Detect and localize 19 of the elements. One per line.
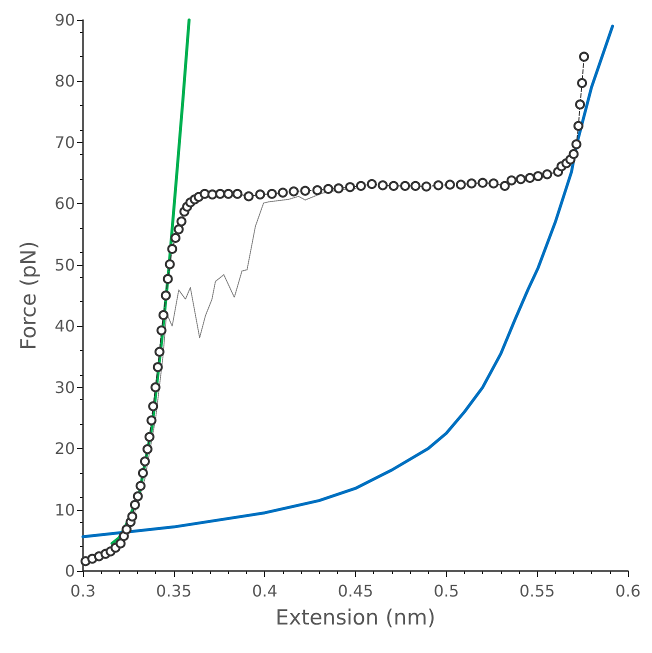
x-tick-label: 0.55 (519, 582, 555, 600)
y-tick-label: 40 (54, 316, 75, 336)
y-tick-label: 70 (54, 132, 75, 152)
y-tick-label: 90 (54, 10, 75, 30)
y-tick-label: 60 (54, 194, 75, 214)
x-tick-label: 0.5 (434, 582, 460, 600)
y-tick-label: 10 (54, 500, 75, 520)
x-tick-label: 0.6 (615, 582, 641, 600)
x-tick-label: 0.4 (252, 582, 278, 600)
y-tick-label: 20 (54, 439, 75, 458)
x-tick-label: 0.35 (156, 582, 192, 600)
y-tick-label: 0 (64, 562, 75, 580)
y-tick-label: 80 (54, 72, 75, 91)
x-axis-title: Extension (nm) (276, 606, 436, 630)
x-tick-label: 0.45 (338, 582, 374, 600)
x-tick-label: 0.3 (70, 582, 96, 600)
y-tick-label: 30 (54, 378, 75, 397)
y-tick-label: 50 (54, 255, 75, 274)
y-axis-title: Force (pN) (16, 241, 40, 350)
